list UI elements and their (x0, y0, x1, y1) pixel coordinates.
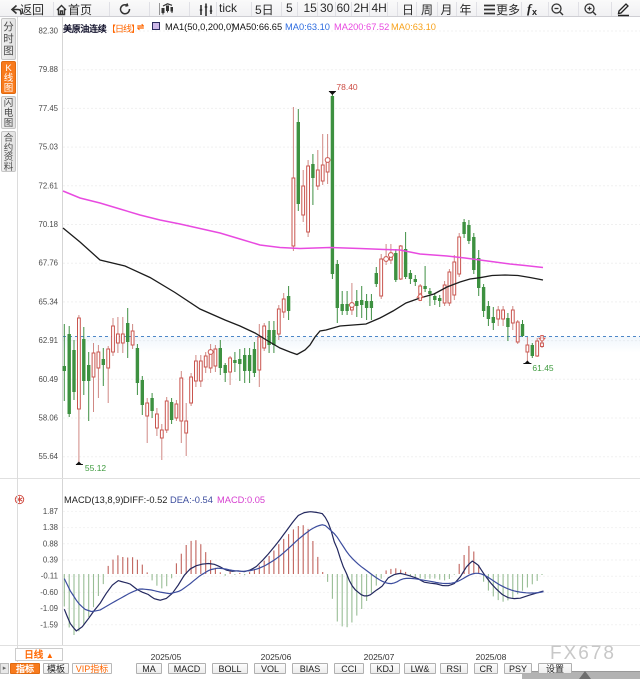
svg-text:1.87: 1.87 (43, 507, 58, 516)
svg-text:0.39: 0.39 (43, 556, 58, 565)
svg-text:2025/07: 2025/07 (364, 652, 395, 662)
svg-text:f: f (527, 2, 533, 16)
svg-text:55.64: 55.64 (38, 452, 58, 461)
svg-text:62.91: 62.91 (38, 336, 58, 345)
svg-text:0.88: 0.88 (43, 539, 58, 548)
svg-text:-0.60: -0.60 (40, 588, 58, 597)
svg-text:77.45: 77.45 (38, 104, 58, 113)
svg-text:2025/08: 2025/08 (476, 652, 507, 662)
svg-text:78.40: 78.40 (336, 82, 358, 92)
svg-text:2025/06: 2025/06 (261, 652, 292, 662)
svg-text:70.18: 70.18 (38, 220, 58, 229)
svg-text:60.49: 60.49 (38, 375, 58, 384)
svg-text:61.45: 61.45 (532, 363, 554, 373)
svg-text:65.34: 65.34 (38, 297, 58, 306)
svg-text:-1.09: -1.09 (40, 604, 58, 613)
svg-text:x: x (532, 7, 537, 17)
svg-text:-1.59: -1.59 (40, 620, 58, 629)
svg-text:79.88: 79.88 (38, 65, 58, 74)
svg-text:1.38: 1.38 (43, 523, 58, 532)
svg-text:82.30: 82.30 (38, 27, 58, 36)
svg-text:-0.11: -0.11 (41, 572, 58, 581)
svg-text:67.76: 67.76 (38, 259, 58, 268)
svg-text:2025/05: 2025/05 (151, 652, 182, 662)
svg-text:55.12: 55.12 (85, 463, 107, 473)
svg-text:72.61: 72.61 (38, 181, 58, 190)
svg-text:75.03: 75.03 (38, 143, 58, 152)
svg-text:58.06: 58.06 (38, 414, 58, 423)
